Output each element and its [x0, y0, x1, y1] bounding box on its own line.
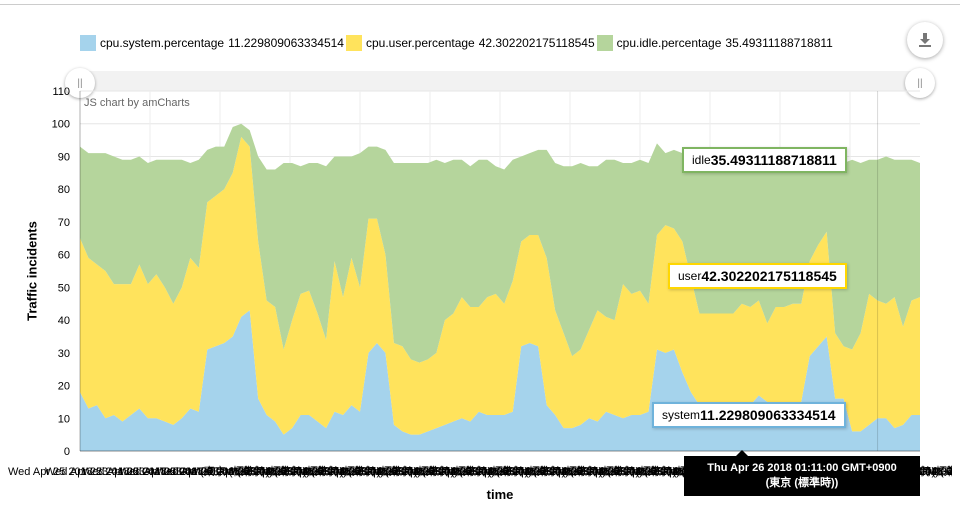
legend-value-user: 42.302202175118545: [478, 36, 595, 50]
x-tick-label: Wed Apr 25 2018 23:44:00 GMT+0900 (東京 (標…: [415, 464, 680, 478]
y-tick-label: 20: [58, 381, 70, 393]
y-tick-label: 70: [58, 217, 70, 229]
x-label-mask: [952, 461, 960, 481]
x-tick-label: Wed Apr 25 2018 23:44:00 GMT+0900 (東京 (標…: [82, 464, 347, 478]
x-tick-label: Wed Apr 25 2018 23:44:00 GMT+0900 (東京 (標…: [452, 464, 717, 478]
scrollbar-track[interactable]: [80, 71, 920, 91]
export-button[interactable]: [907, 22, 943, 58]
legend-swatch-idle: [596, 35, 613, 51]
x-tick-label: Wed Apr 25 2018 23:44:00 GMT+0900 (東京 (標…: [193, 464, 458, 478]
y-tick-label: 40: [58, 315, 70, 327]
y-tick-label: 80: [58, 184, 70, 196]
x-tick-label: Wed Apr 25 2018 23:44:00 GMT+0900 (東京 (標…: [230, 464, 495, 478]
window-top-border: [0, 0, 960, 5]
balloon-system-name: system: [662, 408, 701, 422]
x-tick-label: Wed Apr 25 2018 23:44:00 GMT+0900 (東京 (標…: [378, 464, 643, 478]
x-tick-label: Wed Apr 25 2018 23:44:00 GMT+0900 (東京 (標…: [341, 464, 606, 478]
scrollbar-grip-left[interactable]: ||: [65, 68, 95, 98]
legend-label-idle: cpu.idle.percentage: [616, 36, 722, 50]
x-axis-title: time: [486, 487, 514, 502]
x-tick-label: Wed Apr 25 2018 23:44:00 GMT+0900 (東京 (標…: [304, 464, 569, 478]
legend-item-system[interactable]: cpu.system.percentage 11.229809063334514: [80, 35, 344, 51]
cursor-date-line1: Thu Apr 26 2018 01:11:00 GMT+0900: [707, 462, 897, 474]
x-tick-label: Wed Apr 25 2018 23:44:00 GMT+0900 (東京 (標…: [8, 464, 273, 478]
x-tick-label: Wed Apr 25 2018 23:44:00 GMT+0900 (東京 (標…: [119, 464, 384, 478]
area-cpu-idle-percentage: [80, 123, 920, 363]
legend-value-system: 11.229809063334514: [228, 36, 344, 50]
cursor-date-tooltip: Thu Apr 26 2018 01:11:00 GMT+0900 (東京 (標…: [684, 450, 920, 496]
y-tick-label: 0: [64, 446, 70, 458]
balloon-idle-value: 35.49311188718811: [710, 152, 837, 168]
download-icon: [919, 33, 931, 47]
balloon-system-value: 11.229809063334514: [700, 407, 836, 423]
legend: cpu.system.percentage 11.229809063334514…: [80, 34, 835, 52]
cursor-date-line2: (東京 (標準時)): [765, 477, 839, 489]
y-tick-label: 10: [58, 413, 70, 425]
y-tick-label: 50: [58, 282, 70, 294]
area-cpu-user-percentage: [80, 136, 920, 435]
x-tick-label: Wed Apr 25 2018 23:44:00 GMT+0900 (東京 (標…: [156, 464, 421, 478]
legend-item-idle[interactable]: cpu.idle.percentage 35.49311188718811: [596, 35, 833, 51]
balloon-user-name: user: [678, 269, 702, 283]
y-axis-title: Traffic incidents: [24, 221, 40, 321]
y-tick-label: 110: [52, 86, 70, 98]
y-tick-label: 30: [58, 348, 70, 360]
scrollbar-grip-right[interactable]: ||: [905, 68, 935, 98]
y-tick-label: 60: [58, 250, 70, 262]
balloon-user-value: 42.302202175118545: [701, 268, 837, 284]
balloon-system: system 11.229809063334514: [652, 402, 846, 428]
balloon-idle-name: idle: [692, 153, 711, 167]
balloon-idle: idle 35.49311188718811: [682, 147, 847, 173]
y-tick-label: 100: [52, 119, 70, 131]
legend-swatch-system: [80, 35, 96, 51]
x-tick-label: Wed Apr 25 2018 23:44:00 GMT+0900 (東京 (標…: [267, 464, 532, 478]
x-tick-label: Wed Apr 25 2018 23:44:00 GMT+0900 (東京 (標…: [45, 464, 310, 478]
legend-swatch-user: [345, 35, 362, 51]
y-tick-label: 90: [58, 151, 70, 163]
legend-value-idle: 35.49311188718811: [725, 36, 833, 50]
legend-label-system: cpu.system.percentage: [100, 36, 225, 50]
balloon-user: user 42.302202175118545: [668, 263, 847, 289]
chart-credit[interactable]: JS chart by amCharts: [84, 97, 190, 109]
legend-label-user: cpu.user.percentage: [365, 36, 475, 50]
legend-item-user[interactable]: cpu.user.percentage 42.302202175118545: [345, 35, 595, 51]
